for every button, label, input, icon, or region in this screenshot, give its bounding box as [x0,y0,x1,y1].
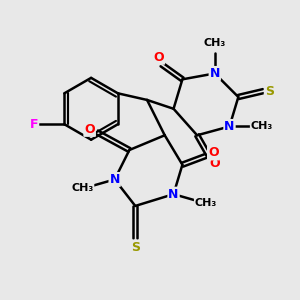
Text: O: O [209,157,220,170]
Text: CH₃: CH₃ [195,198,217,208]
Text: N: N [210,67,220,80]
Text: O: O [208,146,219,159]
Text: F: F [30,118,38,131]
Text: N: N [168,188,179,201]
Text: S: S [265,85,274,98]
Text: N: N [224,120,235,133]
Text: N: N [110,173,120,186]
Text: S: S [131,241,140,254]
Text: O: O [84,123,95,136]
Text: O: O [154,51,164,64]
Text: CH₃: CH₃ [251,122,273,131]
Text: CH₃: CH₃ [204,38,226,47]
Text: CH₃: CH₃ [71,183,93,193]
